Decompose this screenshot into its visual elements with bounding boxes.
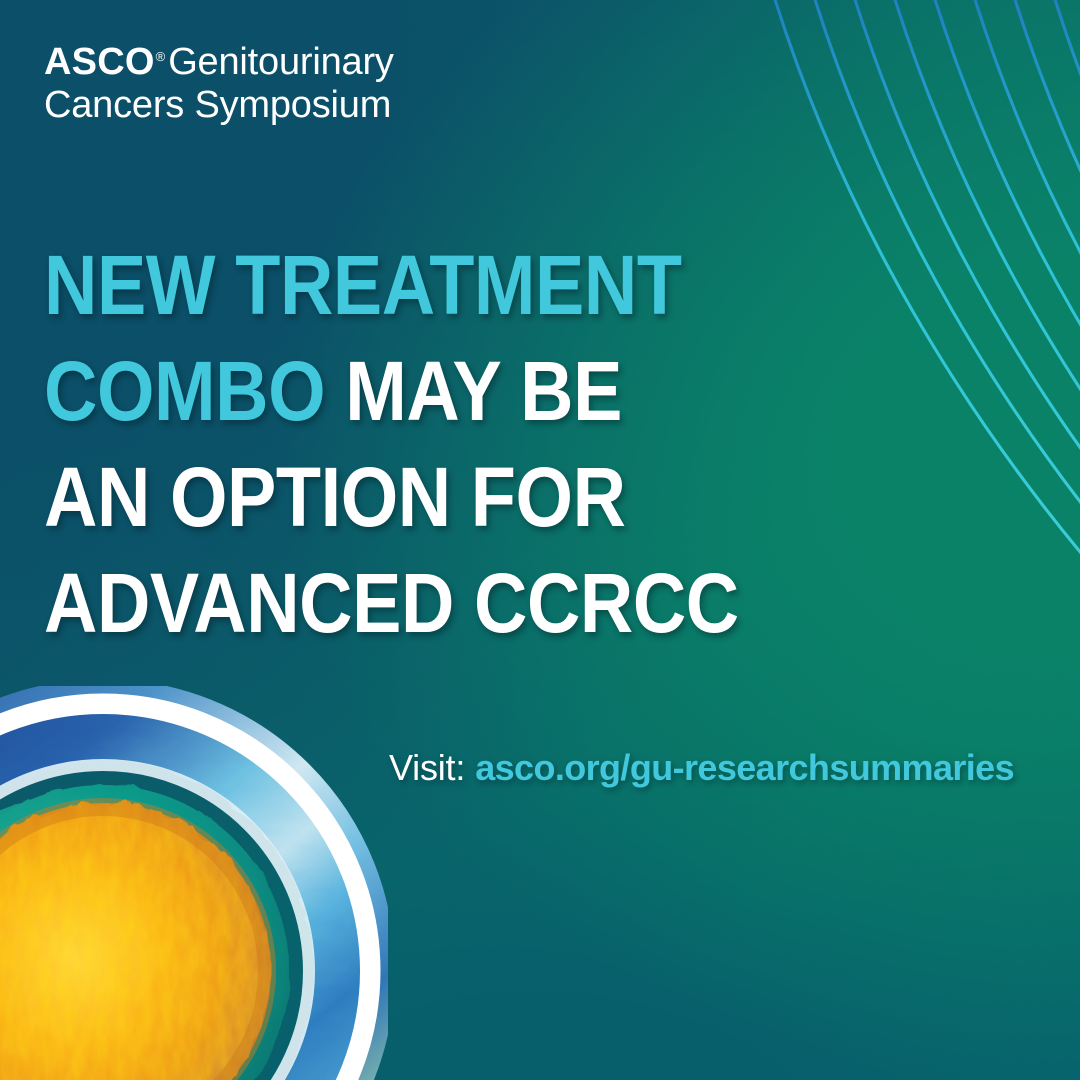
headline-block: NEW TREATMENT COMBO MAY BE AN OPTION FOR…	[44, 243, 944, 645]
tumor-cell-artwork	[0, 686, 388, 1080]
cell-outer-rim	[0, 686, 388, 1080]
headline-line-1: NEW TREATMENT	[44, 238, 682, 332]
cell-blue-ring-texture	[0, 725, 349, 1080]
cell-core-texture	[0, 798, 276, 1080]
visit-url-link[interactable]: asco.org/gu-researchsummaries	[475, 747, 1015, 788]
cell-golden-core	[0, 803, 271, 1080]
visit-label: Visit:	[389, 747, 466, 788]
cell-inner-gap-ring	[0, 759, 315, 1080]
headline-line-2-accent: COMBO	[44, 344, 326, 438]
cell-outer-rim-texture	[0, 687, 387, 1080]
cell-teal-ring	[0, 785, 289, 1080]
headline-line-3: AN OPTION FOR	[44, 450, 626, 544]
cell-blue-ring	[0, 714, 360, 1080]
headline-line-2: COMBO MAY BE	[44, 349, 836, 433]
asco-wordmark: ASCO	[44, 41, 155, 83]
headline-line-4: ADVANCED CCRCC	[44, 556, 739, 650]
logo-line-secondary: Cancers Symposium	[44, 83, 392, 126]
cell-white-ring	[0, 693, 381, 1080]
cell-teal-ring-texture	[0, 785, 289, 1080]
visit-line: Visit: asco.org/gu-researchsummaries	[389, 747, 1015, 788]
registered-trademark-icon: ®	[155, 49, 166, 64]
logo-line-primary: ASCO®Genitourinary	[44, 41, 394, 84]
asco-gu-logo: ASCO®Genitourinary Cancers Symposium	[44, 41, 394, 126]
logo-genitourinary-text: Genitourinary	[168, 41, 394, 83]
headline-line-2-white: MAY BE	[325, 344, 622, 438]
